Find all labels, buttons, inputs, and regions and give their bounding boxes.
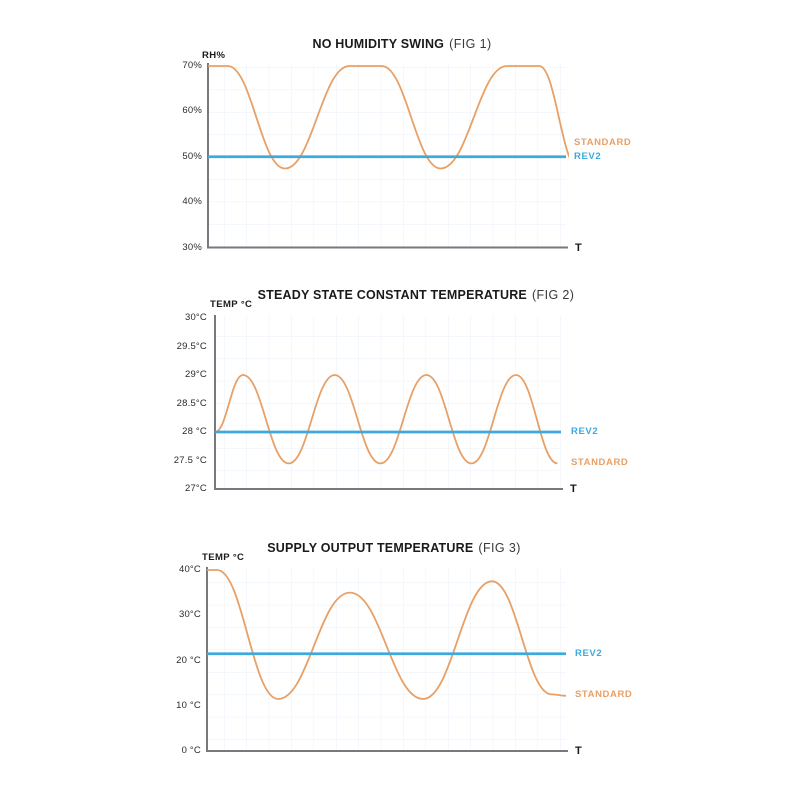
standard-legend-label: STANDARD [571,457,629,469]
chart-fig-label: (FIG 2) [531,288,575,302]
grid [209,63,566,247]
rev2-legend-label: REV2 [574,150,602,162]
y-tick-label: 27.5 °C [173,454,207,466]
chart-3-title: SUPPLY OUTPUT TEMPERATURE (FIG 3) [0,541,794,555]
rev2-legend-label: REV2 [571,426,599,437]
standard-curve [214,374,558,465]
axes [207,63,568,249]
standard-curve [208,65,569,170]
rev2-legend-label: REV2 [575,647,603,659]
y-tick-label: 30°C [178,609,201,621]
standard-legend-label: STANDARD [574,137,632,149]
y-tick-label: 60% [182,105,202,117]
y-tick-label: 30% [182,241,202,253]
chart-3-plot [206,567,568,752]
y-tick-label: 27°C [184,483,207,494]
chart-2-plot [214,315,563,490]
y-tick-label: 0 °C [181,745,201,756]
y-tick-label: 29.5°C [176,340,207,352]
y-tick-label: 50% [182,150,202,162]
y-axis-label: RH% [202,50,226,61]
chart-1-plot [207,63,569,249]
grid [216,315,561,488]
x-axis-label-t: T [570,483,577,495]
grid [208,567,566,750]
x-axis-label-t: T [575,745,582,757]
x-axis-label-t: T [575,241,582,254]
y-tick-label: 30°C [184,312,207,323]
y-axis-label: TEMP °C [210,299,253,310]
standard-legend-label: STANDARD [575,689,633,701]
y-tick-label: 28.5°C [176,397,207,409]
y-tick-label: 10 °C [176,699,201,711]
chart-fig-label: (FIG 3) [478,541,521,555]
chart-2-title: STEADY STATE CONSTANT TEMPERATURE (FIG 2) [16,288,800,302]
y-axis-label: TEMP °C [202,552,245,563]
chart-title-text: STEADY STATE CONSTANT TEMPERATURE [257,288,527,302]
chart-title-text: NO HUMIDITY SWING [312,37,445,51]
y-tick-label: 28 °C [182,426,207,437]
axes [206,567,568,752]
y-tick-label: 29°C [184,369,207,380]
chart-1-title: NO HUMIDITY SWING (FIG 1) [2,37,800,51]
chart-fig-label: (FIG 1) [449,37,492,51]
y-tick-label: 20 °C [176,654,201,666]
y-tick-label: 70% [182,60,202,71]
y-tick-label: 40°C [178,564,201,575]
y-tick-label: 40% [182,196,202,208]
chart-title-text: SUPPLY OUTPUT TEMPERATURE [267,541,474,555]
axes [214,315,563,490]
